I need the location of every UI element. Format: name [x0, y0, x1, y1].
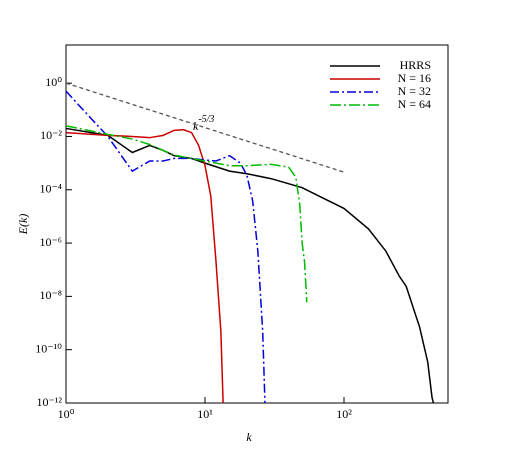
legend-label: N = 32 — [398, 84, 431, 98]
legend-label: HRRS — [400, 58, 431, 72]
x-tick-label: 10⁰ — [58, 407, 75, 421]
legend-label: N = 64 — [398, 97, 431, 111]
y-tick-label: 10⁻¹⁰ — [35, 341, 62, 355]
series-line — [65, 127, 435, 404]
y-axis-label: E(k) — [16, 214, 30, 236]
y-tick-label: 10⁻⁶ — [39, 235, 62, 249]
series-line — [65, 128, 224, 404]
annotation-superscript: -5/3 — [198, 114, 214, 125]
reference-line — [65, 82, 345, 173]
y-tick-label: 10⁻² — [40, 128, 62, 142]
series-line — [65, 125, 308, 303]
y-tick-label: 10⁻⁴ — [39, 182, 62, 196]
annotation: k-5/3 — [193, 114, 214, 132]
y-tick-label: 10⁻¹² — [36, 395, 62, 409]
x-tick-label: 10² — [336, 407, 352, 421]
x-tick-label: 10¹ — [197, 407, 213, 421]
x-axis-label: k — [246, 430, 252, 444]
series-line — [65, 90, 266, 404]
plot-frame — [65, 44, 449, 404]
annotation-text: k — [193, 119, 199, 133]
legend-label: N = 16 — [398, 71, 431, 85]
y-tick-label: 10⁻⁸ — [39, 288, 62, 302]
y-tick-label: 10⁰ — [45, 75, 62, 89]
